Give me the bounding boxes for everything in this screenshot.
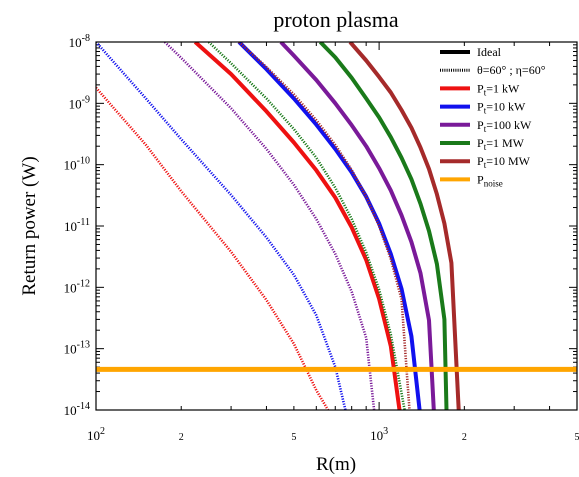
y-axis-label: Return power (W)	[19, 156, 40, 295]
legend: Ideal θ=60° ; η=60° Pt=1 kW Pt=10 kW Pt=100 …	[440, 45, 546, 188]
series-line-solid	[279, 42, 436, 410]
y-tick-label: 10-13	[64, 340, 90, 357]
x-tick-label: 102	[87, 426, 105, 443]
chart-title: proton plasma	[273, 7, 398, 32]
series-line-solid	[193, 42, 402, 410]
legend-label: Pt=10 MW	[477, 154, 531, 170]
y-tick-label: 10-10	[64, 156, 90, 173]
x-tick-label: 103	[370, 426, 388, 443]
y-tick-label: 10-14	[64, 401, 90, 418]
y-tick-label: 10-9	[69, 94, 90, 111]
series-layer	[96, 42, 577, 410]
x-tick-label: 5	[575, 432, 579, 443]
x-tick-label: 5	[291, 432, 296, 443]
series-line-dotted	[96, 86, 330, 410]
plot-frame	[95, 41, 578, 411]
axis-ticks	[95, 41, 578, 411]
x-tick-label: 2	[462, 432, 467, 443]
axis-tick-labels: 102 2 5 103 2 5 10-8 10-9 10-10 10-11 10-12 10-13 10…	[64, 33, 579, 443]
legend-label: Pt=1 kW	[477, 81, 520, 97]
series-line-dotted	[163, 42, 376, 410]
legend-label: θ=60° ; η=60°	[477, 63, 546, 77]
legend-label: Pt=1 MW	[477, 136, 525, 152]
legend-label: Pt=10 kW	[477, 100, 526, 116]
series-line-solid	[318, 42, 449, 410]
legend-label: Pt=100 kW	[477, 118, 532, 134]
y-tick-label: 10-8	[69, 33, 90, 50]
y-tick-label: 10-11	[64, 217, 90, 234]
series-line-dotted	[238, 42, 411, 410]
series-line-dotted	[207, 42, 406, 410]
y-tick-label: 10-12	[64, 278, 90, 295]
x-tick-label: 2	[179, 432, 184, 443]
x-axis-label: R(m)	[316, 454, 356, 475]
series-line-solid	[348, 42, 461, 410]
legend-label: Ideal	[477, 45, 502, 59]
legend-label: Pnoise	[477, 172, 503, 188]
